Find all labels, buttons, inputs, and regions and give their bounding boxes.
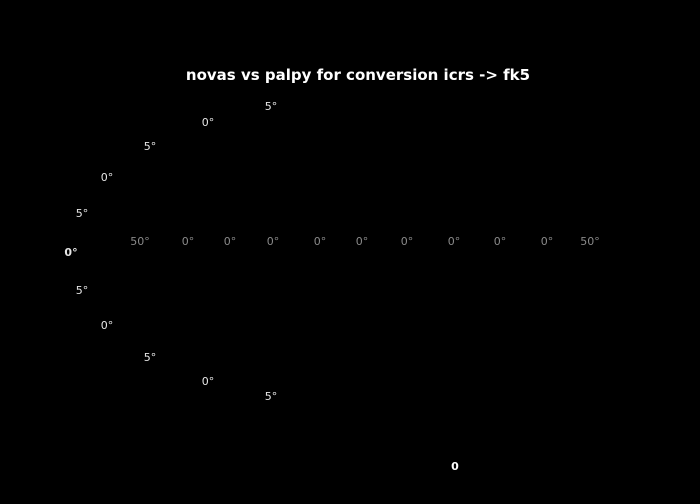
lon-tick-label: 0° [267,235,280,248]
latitude-tick-labels-upper: 5° 0° 5° 0° 5° [76,100,278,220]
lon-tick-label: 0° [356,235,369,248]
lat-tick-label: 5° [76,207,89,220]
lat-tick-label: 5° [76,284,89,297]
lon-tick-label: 50° [580,235,600,248]
lat-tick-label: 5° [265,100,278,113]
longitude-tick-labels: 50° 0° 0° 0° 0° 0° 0° 0° 0° 0° 50° [130,235,600,248]
lat-tick-label: 5° [265,390,278,403]
lon-tick-label: 0° [224,235,237,248]
lon-tick-label: 0° [494,235,507,248]
lon-tick-label: 0° [448,235,461,248]
latitude-tick-labels-lower: 5° 0° 5° 0° 5° [76,284,278,403]
lon-tick-label: 0° [182,235,195,248]
lon-tick-label: 0° [314,235,327,248]
lat-tick-label-equator: 0° [64,246,77,259]
lon-tick-label: 0° [541,235,554,248]
lat-tick-label: 0° [202,116,215,129]
lon-tick-label: 50° [130,235,150,248]
colorbar: 0 [451,460,459,473]
colorbar-tick-label: 0 [451,460,459,473]
lon-tick-label: 0° [401,235,414,248]
lat-tick-label: 0° [101,319,114,332]
lat-tick-label: 5° [144,351,157,364]
lat-tick-label: 5° [144,140,157,153]
lat-tick-label: 0° [101,171,114,184]
chart-title: novas vs palpy for conversion icrs -> fk… [186,66,530,84]
lat-tick-label: 0° [202,375,215,388]
